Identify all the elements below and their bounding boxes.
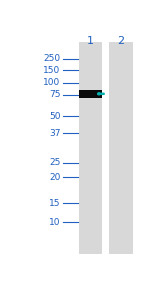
Bar: [79, 42, 102, 254]
Text: 75: 75: [49, 91, 61, 99]
Text: 50: 50: [49, 112, 61, 121]
Text: 1: 1: [87, 36, 94, 46]
Bar: [79, 90, 102, 98]
Text: 10: 10: [49, 218, 61, 227]
Text: 20: 20: [49, 173, 61, 182]
Text: 25: 25: [49, 158, 61, 167]
Text: 100: 100: [43, 78, 61, 87]
Text: 150: 150: [43, 66, 61, 75]
Text: 250: 250: [44, 54, 61, 63]
Text: 37: 37: [49, 129, 61, 138]
Bar: [110, 42, 133, 254]
Text: 2: 2: [117, 36, 125, 46]
Text: 15: 15: [49, 199, 61, 208]
